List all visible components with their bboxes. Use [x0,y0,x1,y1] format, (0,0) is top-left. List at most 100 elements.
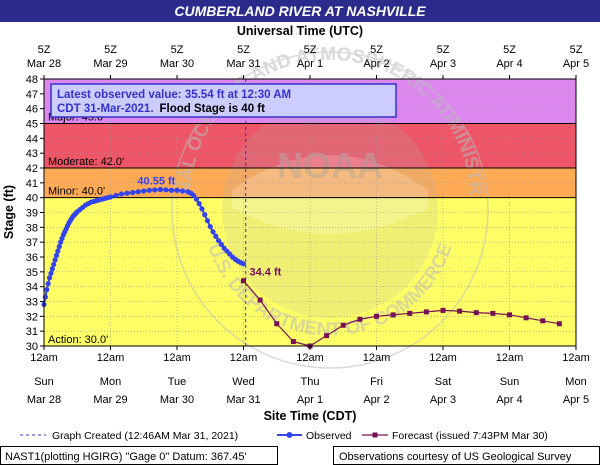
footer-datum: NAST1(plotting HGIRG) "Gage 0" Datum: 36… [5,451,247,463]
bottom-tick-time-72: 12am [230,352,258,364]
observed-point-62 [218,241,224,247]
bottom-tick-time-168: 12am [496,352,524,364]
top-tick-date-48: Mar 30 [160,58,194,70]
y-tick-label-47: 47 [26,89,38,101]
top-tick-date-144: Apr 3 [430,58,456,70]
y-tick-label-39: 39 [26,208,38,220]
bottom-tick-day-120: Fri [370,376,383,388]
top-axis-title: Universal Time (UTC) [237,24,363,38]
observed-point-46 [163,187,169,193]
top-tick-date-168: Apr 4 [496,58,522,70]
observed-point-55 [199,206,205,212]
chart-header-bar [0,0,600,22]
value-labels: 40.55 ft 34.4 ft [137,176,281,279]
bottom-tick-time-192: 12am [562,352,590,364]
y-tick-label-41: 41 [26,178,38,190]
bottom-tick-date-192: Apr 5 [563,394,589,406]
y-tick-label-43: 43 [26,148,38,160]
observed-point-8 [52,257,58,263]
observed-point-11 [56,244,62,250]
top-tick-date-72: Mar 31 [226,58,260,70]
legend-observed-marker [286,432,293,438]
bottom-tick-time-48: 12am [163,352,191,364]
y-tick-label-38: 38 [26,222,38,234]
flood-stage-text: Flood Stage is 40 ft [160,103,266,115]
y-tick-label-32: 32 [26,311,38,323]
latest-observation-box-frame [50,83,397,118]
bottom-tick-date-96: Apr 1 [297,394,323,406]
observed-point-42 [141,188,147,194]
y-tick-label-40: 40 [26,193,38,205]
observed-series [41,186,247,308]
observed-point-39 [124,190,130,196]
bottom-tick-day-96: Thu [301,376,320,388]
bottom-axis-ticks: 12am Sun Mar 28 12am Mon Mar 29 12am Tue Mar 30 1… [27,346,590,406]
y-tick-label-36: 36 [26,252,38,264]
observed-point-54 [196,201,202,207]
observed-point-2 [44,287,50,293]
bottom-tick-day-168: Sun [500,376,520,388]
forecast-point-17 [523,315,529,321]
bottom-tick-time-120: 12am [363,352,391,364]
top-tick-hour-0: 5Z [38,44,51,56]
y-tick-label-45: 45 [26,119,38,131]
observed-point-9 [53,252,60,259]
observed-point-56 [202,212,208,218]
top-tick-hour-96: 5Z [304,44,317,56]
noaa-bird-shape [232,155,428,234]
top-tick-hour-48: 5Z [171,44,184,56]
bottom-tick-time-24: 12am [97,352,125,364]
x-axis-title: Site Time (CDT) [264,409,357,423]
noaa-watermark-center: NOAA [277,145,383,186]
top-tick-hour-120: 5Z [370,44,383,56]
forecast-point-1 [257,297,263,303]
y-tick-label-33: 33 [26,297,38,309]
top-tick-date-24: Mar 29 [93,58,127,70]
forecast-point-15 [490,310,496,316]
bottom-tick-date-144: Apr 3 [430,394,456,406]
y-tick-label-37: 37 [26,237,38,249]
y-tick-label-44: 44 [26,133,38,145]
last-observed-label: 34.4 ft [250,267,282,279]
chart-legend: Graph Created (12:46AM Mar 31, 2021) Obs… [20,430,548,442]
y-tick-label-35: 35 [26,267,38,279]
observed-point-3 [45,281,51,287]
bottom-tick-day-48: Tue [168,376,187,388]
forecast-point-13 [457,308,463,314]
observed-point-36 [107,194,114,200]
observed-point-70 [240,261,247,267]
bottom-tick-day-0: Sun [34,376,54,388]
footer-credit: Observations courtesy of US Geological S… [339,451,572,463]
observed-point-61 [215,238,222,244]
bottom-tick-date-0: Mar 28 [27,394,61,406]
latest-observation-text: Latest observed value: 35.54 ft at 12:30… [57,89,291,101]
observed-point-45 [157,186,163,193]
latest-observation-box: Latest observed value: 35.54 ft at 12:30… [50,83,397,118]
forecast-series [241,278,562,349]
bottom-tick-date-72: Mar 31 [226,394,260,406]
observed-point-53 [193,196,199,202]
observed-point-48 [174,187,180,193]
forecast-point-6 [340,322,346,328]
threshold-label-moderate: Moderate: 42.0' [48,156,124,168]
top-tick-hour-24: 5Z [104,44,117,56]
forecast-point-5 [324,333,330,339]
y-tick-label-48: 48 [26,74,38,86]
forecast-point-14 [473,310,479,316]
observed-point-59 [210,229,216,235]
observed-point-49 [179,188,186,194]
noaa-logo-disc [222,102,438,318]
threshold-label-action: Action: 30.0' [48,334,108,346]
forecast-point-7 [357,316,363,322]
observed-point-5 [48,270,54,276]
y-tick-label-31: 31 [26,326,38,338]
forecast-point-9 [390,312,396,318]
bottom-tick-day-192: Mon [565,376,586,388]
y-axis-ticks: 30 31 32 33 34 35 36 37 38 39 40 41 42 43 44 45 46 47 48 [26,74,44,353]
observed-point-4 [46,275,53,281]
top-tick-date-96: Apr 1 [297,58,323,70]
forecast-point-2 [274,321,280,327]
observed-point-52 [191,192,197,199]
forecast-point-0 [241,278,246,284]
